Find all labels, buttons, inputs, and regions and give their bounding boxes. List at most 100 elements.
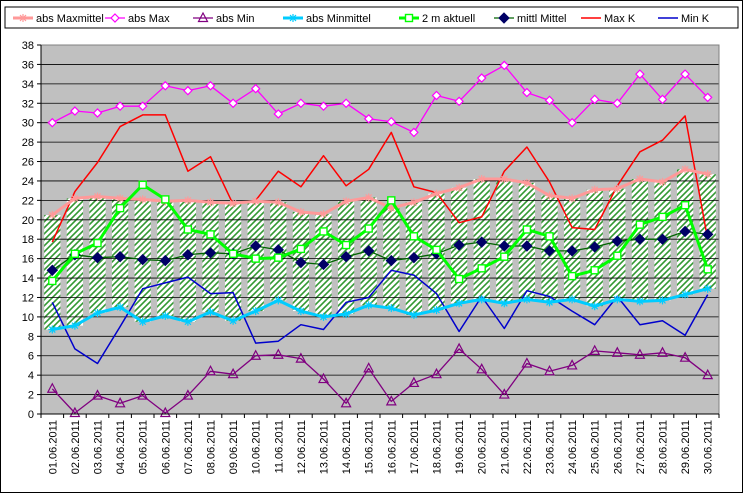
data-point	[499, 60, 510, 71]
x-tick-label: 14.06.2011	[341, 420, 353, 474]
data-point	[387, 196, 396, 205]
data-point	[476, 73, 487, 83]
series-abs-min	[46, 342, 714, 418]
data-point	[431, 90, 442, 101]
data-point	[342, 309, 351, 318]
data-point	[274, 253, 283, 262]
data-point	[319, 209, 328, 218]
gridlines	[41, 44, 719, 395]
series-line	[51, 269, 709, 365]
legend-label: abs Minmittel	[306, 13, 371, 25]
y-tick-label: 20	[22, 215, 34, 227]
data-point	[589, 94, 600, 105]
data-point	[588, 241, 601, 253]
legend-item: Max K	[581, 13, 636, 25]
data-point	[454, 274, 464, 284]
data-point	[182, 249, 194, 261]
legend: abs Maxmittel abs Max abs Min abs Minmittel…	[4, 6, 739, 29]
legend-item: 2 m aktuell	[399, 13, 475, 25]
y-tick-label: 4	[28, 370, 34, 382]
data-point	[613, 251, 622, 260]
data-point	[543, 245, 556, 257]
data-point	[91, 251, 104, 264]
x-tick-label: 10.06.2011	[251, 420, 263, 474]
legend-label: Min K	[681, 13, 710, 25]
data-point	[703, 170, 712, 179]
data-point	[161, 195, 170, 204]
y-tick-label: 22	[22, 195, 34, 207]
data-point	[613, 184, 622, 193]
data-point	[183, 225, 193, 234]
x-tick-label: 13.06.2011	[319, 420, 331, 474]
data-point	[498, 240, 511, 252]
data-point	[500, 299, 509, 308]
data-point	[296, 244, 306, 254]
legend-item: abs Minmittel	[283, 13, 371, 25]
data-point	[679, 351, 691, 362]
data-point	[567, 117, 577, 128]
data-point	[566, 359, 578, 370]
data-point	[48, 210, 57, 219]
y-tick-label: 12	[22, 292, 34, 304]
data-point	[477, 264, 486, 273]
data-point	[477, 175, 486, 184]
data-point	[566, 245, 578, 257]
data-point	[93, 192, 102, 201]
data-point	[590, 302, 599, 311]
data-point	[522, 295, 531, 304]
data-point	[318, 372, 329, 384]
data-point	[432, 189, 441, 198]
data-point	[205, 364, 216, 376]
data-point	[159, 254, 172, 267]
y-tick-label: 26	[22, 157, 34, 169]
data-point	[137, 389, 149, 400]
x-tick-label: 01.06.2011	[47, 420, 59, 474]
data-point	[635, 220, 645, 229]
data-point	[160, 80, 171, 91]
series-min-k	[51, 269, 709, 365]
x-tick-label: 02.06.2011	[70, 420, 82, 474]
data-point	[363, 113, 374, 124]
data-point	[182, 389, 194, 400]
data-point	[658, 212, 667, 222]
data-point	[568, 194, 577, 203]
series-abs-max	[47, 60, 713, 138]
y-tick-label: 28	[22, 137, 34, 149]
y-tick-label: 30	[22, 118, 34, 130]
data-point	[46, 264, 59, 276]
data-point	[296, 307, 305, 316]
data-point	[206, 308, 215, 317]
data-point	[635, 175, 644, 184]
legend-item: abs Maxmittel	[13, 13, 104, 25]
x-tick-label: 09.06.2011	[228, 420, 240, 474]
data-point	[251, 307, 260, 316]
legend-item: mittl Mittel	[494, 12, 567, 25]
data-point	[635, 297, 644, 306]
data-point	[657, 346, 668, 357]
data-point	[138, 317, 147, 326]
data-point	[387, 204, 396, 213]
data-point	[476, 363, 488, 374]
legend-label: 2 m aktuell	[422, 13, 475, 25]
data-point	[116, 303, 125, 312]
y-tick-label: 36	[22, 59, 34, 71]
data-point	[138, 195, 147, 204]
data-point	[432, 245, 441, 255]
series-line	[51, 348, 709, 414]
data-point	[385, 254, 398, 267]
x-tick-label: 08.06.2011	[206, 420, 218, 474]
data-point	[318, 101, 329, 112]
legend-item: abs Min	[193, 11, 255, 25]
data-point	[70, 194, 79, 203]
data-point	[161, 311, 170, 320]
x-tick-label: 17.06.2011	[409, 420, 421, 474]
data-point	[206, 198, 215, 207]
data-point	[295, 352, 307, 363]
data-point	[227, 367, 239, 379]
data-point	[455, 183, 464, 192]
data-point	[455, 299, 464, 308]
data-point	[93, 309, 102, 318]
data-point	[680, 201, 690, 210]
data-point	[475, 236, 488, 248]
data-point	[500, 175, 509, 184]
